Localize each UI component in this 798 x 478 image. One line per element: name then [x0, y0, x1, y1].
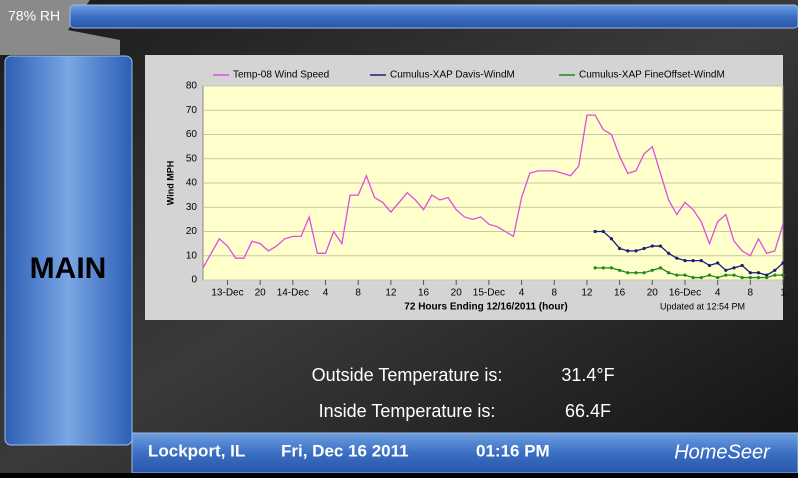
- y-tick-label: 60: [186, 129, 198, 140]
- point: [732, 273, 736, 277]
- point: [732, 266, 736, 270]
- point: [626, 271, 630, 275]
- point: [634, 249, 638, 253]
- point: [707, 263, 712, 268]
- point: [675, 256, 679, 260]
- reading-value: 31.4°F: [561, 365, 614, 385]
- time: 01:16 PM: [476, 441, 550, 460]
- location: Lockport, IL: [148, 441, 245, 460]
- point: [650, 244, 654, 248]
- x-tick-label: 20: [451, 288, 463, 299]
- point: [593, 229, 597, 234]
- x-tick-label: 8: [355, 288, 361, 299]
- x-tick-label: 8: [748, 288, 754, 299]
- point: [609, 266, 614, 270]
- y-tick-label: 10: [186, 250, 198, 261]
- x-tick-label: 14-Dec: [277, 288, 309, 299]
- point: [593, 266, 597, 270]
- x-tick-label: 20: [647, 288, 659, 299]
- point: [634, 271, 638, 275]
- point: [699, 259, 703, 263]
- y-tick-label: 80: [186, 81, 198, 92]
- point: [626, 249, 630, 253]
- point: [765, 275, 769, 280]
- x-tick-label: 4: [519, 288, 525, 299]
- x-tick-label: 12: [385, 288, 397, 299]
- top-bar: [69, 4, 798, 29]
- page-title: MAIN: [30, 252, 107, 285]
- point: [724, 273, 728, 277]
- point: [618, 246, 622, 251]
- point: [642, 246, 646, 251]
- y-tick-label: 40: [186, 178, 198, 189]
- point: [748, 275, 752, 280]
- x-tick-label: 15-Dec: [473, 288, 505, 299]
- point: [773, 273, 777, 277]
- y-tick-label: 50: [186, 153, 198, 164]
- point: [658, 244, 663, 248]
- x-tick-label: 4: [715, 288, 721, 299]
- point: [748, 271, 752, 275]
- point: [756, 275, 761, 280]
- legend-label: Cumulus-XAP Davis-WindM: [390, 70, 515, 81]
- y-tick-label: 0: [191, 275, 197, 286]
- point: [691, 259, 695, 263]
- point: [716, 275, 720, 280]
- point: [781, 261, 785, 265]
- point: [781, 273, 785, 277]
- y-tick-label: 70: [186, 105, 198, 116]
- humidity: 78% RH: [8, 8, 60, 24]
- series-line: [202, 114, 784, 269]
- reading-label: Outside Temperature is:: [312, 365, 503, 385]
- x-axis-label: 72 Hours Ending 12/16/2011 (hour): [404, 302, 567, 313]
- point: [765, 273, 769, 277]
- point: [724, 268, 728, 272]
- brand: HomeSeer: [674, 441, 771, 463]
- point: [658, 266, 663, 270]
- legend-label: Cumulus-XAP FineOffset-WindM: [579, 70, 725, 81]
- y-tick-label: 30: [186, 202, 198, 213]
- y-tick-label: 20: [186, 226, 198, 237]
- point: [650, 268, 654, 272]
- point: [691, 275, 695, 280]
- point: [667, 271, 671, 275]
- x-tick-label: 16: [418, 288, 430, 299]
- status-tab: [0, 0, 120, 55]
- point: [642, 271, 646, 275]
- point: [667, 251, 671, 255]
- x-tick-label: 12: [581, 288, 593, 299]
- point: [618, 268, 622, 272]
- point: [601, 266, 605, 270]
- x-tick-label: 13-Dec: [211, 288, 243, 299]
- point: [707, 273, 712, 277]
- legend-label: Temp-08 Wind Speed: [233, 70, 329, 81]
- x-tick-label: 20: [255, 288, 267, 299]
- chart-note: Updated at 12:54 PM: [660, 301, 745, 311]
- point: [683, 259, 687, 263]
- point: [716, 261, 720, 265]
- x-tick-label: 1: [780, 288, 786, 299]
- x-tick-label: 16-Dec: [669, 288, 701, 299]
- point: [675, 273, 679, 277]
- point: [699, 275, 703, 280]
- main-button[interactable]: [4, 55, 133, 446]
- point: [683, 273, 687, 277]
- point: [740, 275, 744, 280]
- date: Fri, Dec 16 2011: [281, 441, 409, 460]
- point: [773, 268, 777, 272]
- point: [756, 271, 761, 275]
- x-tick-label: 8: [551, 288, 557, 299]
- footer-bar: [131, 432, 798, 474]
- x-tick-label: 4: [323, 288, 329, 299]
- point: [609, 237, 614, 241]
- point: [601, 229, 605, 234]
- reading-value: 66.4F: [565, 401, 611, 421]
- point: [740, 263, 744, 268]
- y-axis-label: Wind MPH: [165, 161, 175, 205]
- reading-label: Inside Temperature is:: [319, 401, 496, 421]
- x-tick-label: 16: [614, 288, 626, 299]
